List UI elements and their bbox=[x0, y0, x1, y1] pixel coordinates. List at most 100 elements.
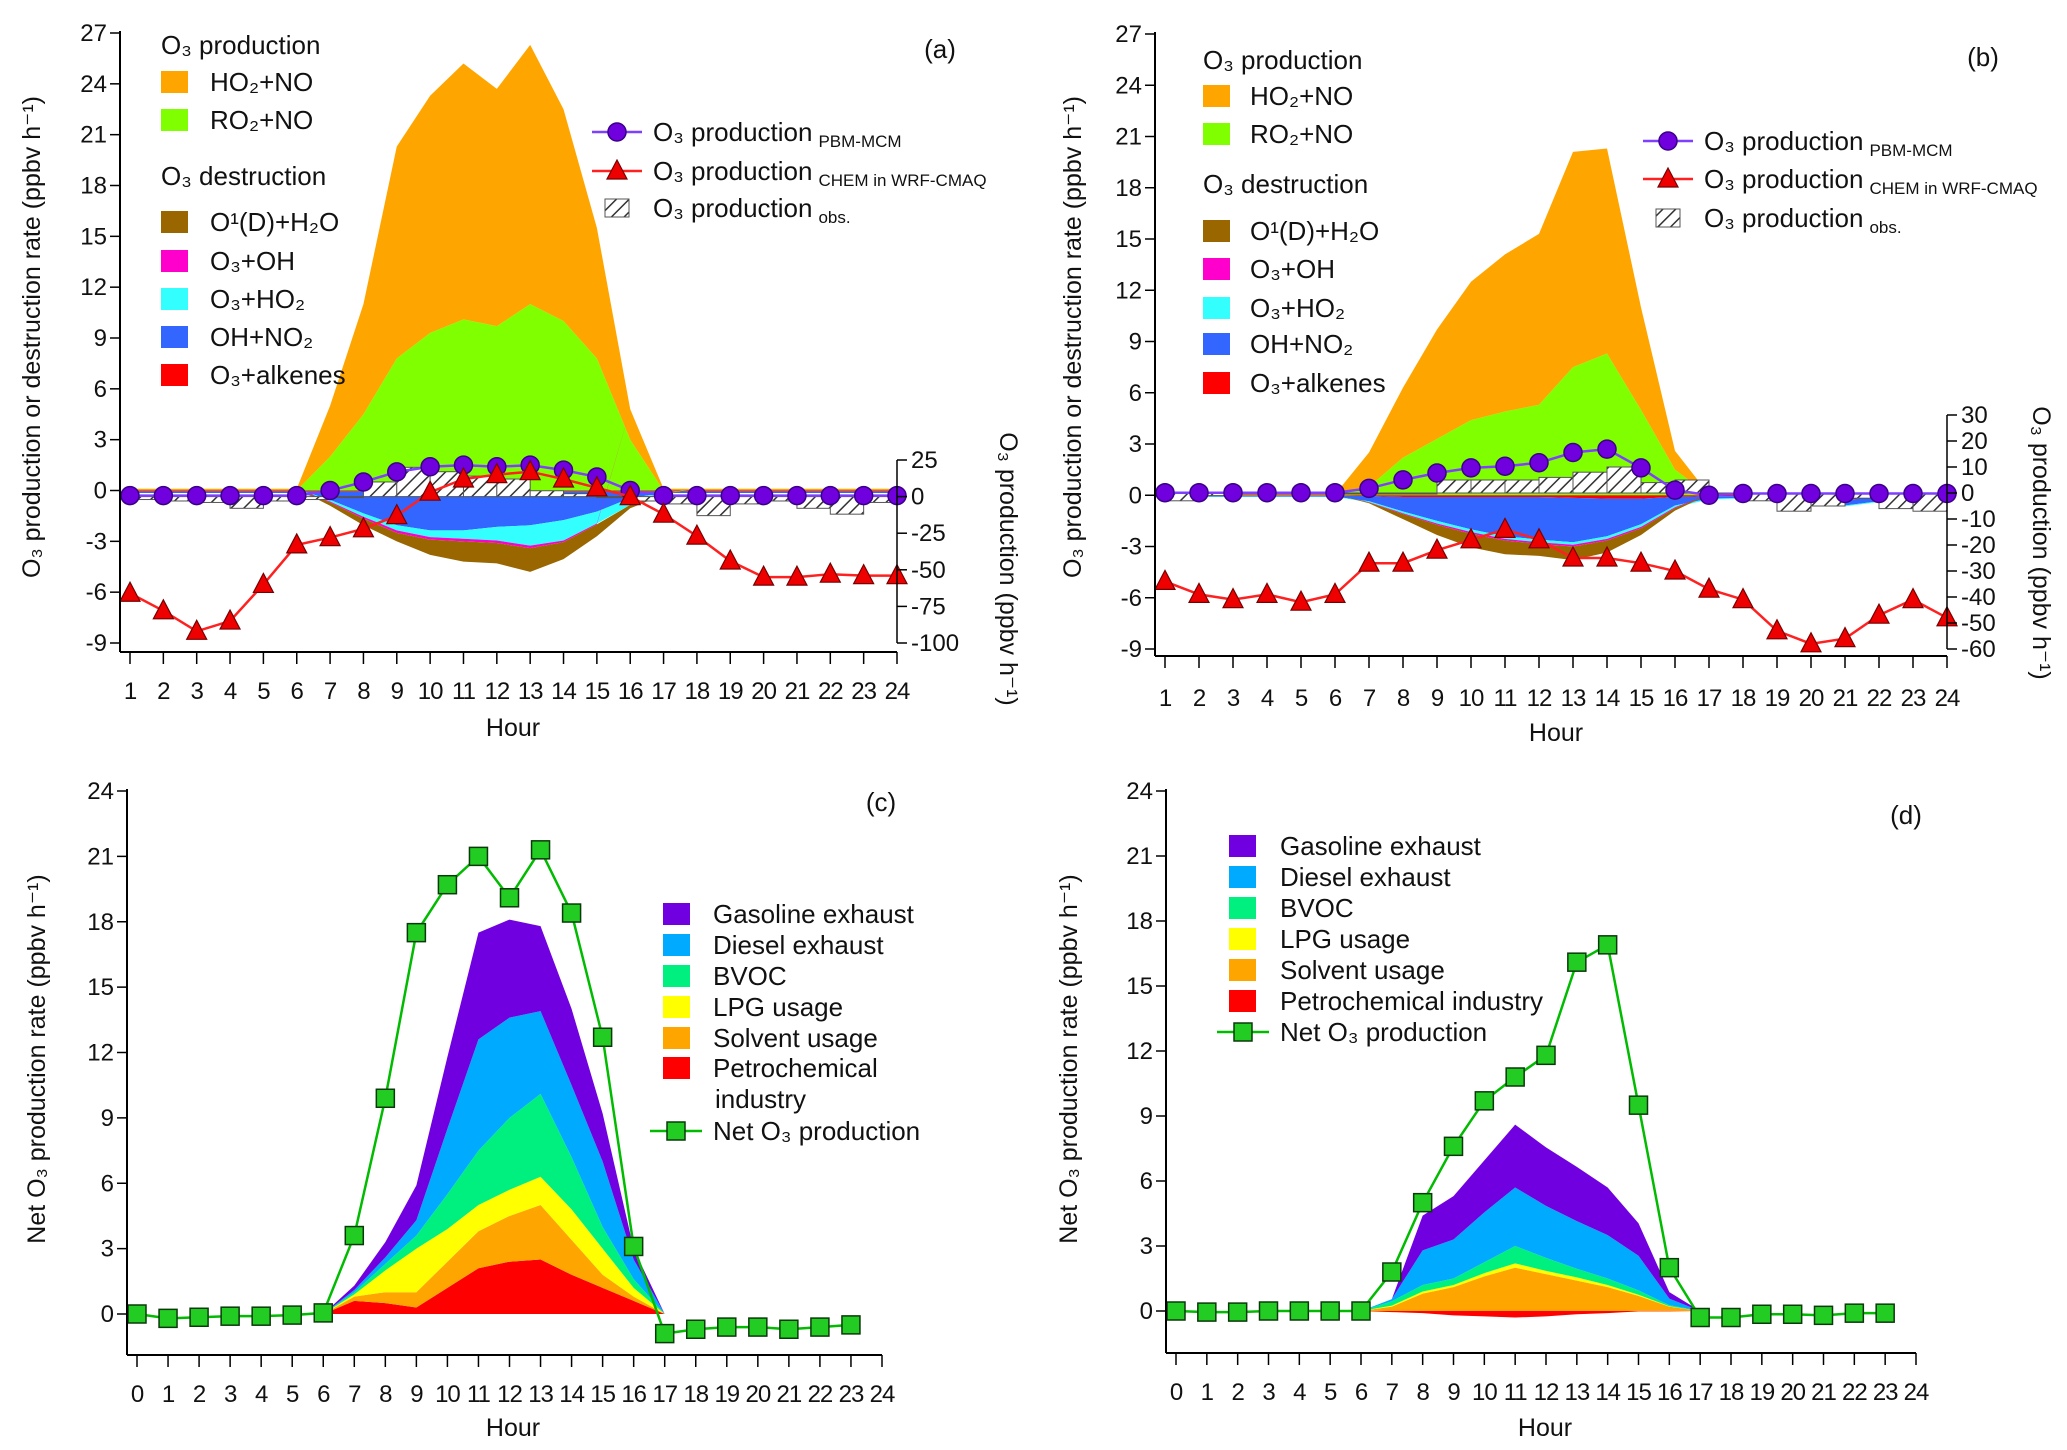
data-point bbox=[1495, 456, 1515, 476]
legend-label: O₃ production CHEM in WRF-CMAQ bbox=[653, 156, 987, 190]
data-point bbox=[1801, 483, 1821, 504]
data-point bbox=[127, 1304, 147, 1324]
y-tick-label: 21 bbox=[80, 122, 107, 149]
data-point bbox=[1197, 1302, 1217, 1322]
y2-tick-label: 30 bbox=[1961, 402, 1988, 429]
y-tick-label: 15 bbox=[1126, 973, 1153, 1000]
data-point bbox=[623, 1236, 644, 1257]
y2-tick-label: -10 bbox=[1961, 506, 1996, 533]
data-point bbox=[452, 466, 475, 488]
data-point bbox=[420, 457, 440, 477]
data-point bbox=[282, 1305, 302, 1325]
legend-label-subscript: obs. bbox=[1869, 218, 1901, 237]
x-tick-label: 10 bbox=[435, 1381, 460, 1408]
y2-tick-label: -100 bbox=[911, 630, 959, 657]
data-point bbox=[1426, 537, 1448, 559]
y-axis-title: O₃ production or destruction rate (ppbv … bbox=[1059, 96, 1087, 578]
data-point bbox=[1597, 935, 1618, 955]
area-gasoline-exhaust bbox=[1176, 1124, 1886, 1311]
legend-label: O¹(D)+H₂O bbox=[210, 207, 339, 237]
legend-label: O₃ production obs. bbox=[653, 193, 851, 227]
x-tick-label: 12 bbox=[497, 1381, 522, 1408]
area-ho-no bbox=[1165, 148, 1947, 496]
legend-label: O¹(D)+H₂O bbox=[1250, 216, 1379, 246]
x-tick-label: 8 bbox=[1397, 685, 1410, 712]
area-bvoc bbox=[137, 1093, 851, 1314]
data-point bbox=[387, 462, 407, 482]
y2-tick-label: -50 bbox=[1961, 610, 1996, 637]
legend-label-subscript: PBM-MCM bbox=[1869, 141, 1952, 160]
data-point bbox=[1690, 1307, 1710, 1328]
obs-bar bbox=[496, 478, 531, 498]
x-tick-label: 5 bbox=[1295, 685, 1308, 712]
data-point bbox=[819, 561, 842, 583]
panel-label: (a) bbox=[924, 34, 956, 64]
legend-label: HO₂+NO bbox=[1250, 81, 1353, 111]
data-point bbox=[158, 1308, 178, 1329]
y-tick-label: 24 bbox=[1126, 778, 1153, 805]
data-point bbox=[1351, 1301, 1371, 1321]
x-tick-label: 4 bbox=[1293, 1379, 1306, 1406]
x-tick-label: 6 bbox=[317, 1381, 330, 1408]
data-point bbox=[185, 618, 208, 640]
y-tick-label: 0 bbox=[101, 1301, 114, 1328]
data-point bbox=[779, 1319, 799, 1340]
x-tick-label: 19 bbox=[1749, 1379, 1774, 1406]
y-tick-label: 12 bbox=[1126, 1038, 1153, 1065]
legend-label-main: O₃ production bbox=[1704, 164, 1863, 194]
x-tick-label: 15 bbox=[1626, 1379, 1651, 1406]
y-tick-label: -9 bbox=[1121, 636, 1142, 663]
y-tick-label: 3 bbox=[1140, 1233, 1153, 1260]
y-tick-label: 24 bbox=[87, 778, 114, 805]
data-point bbox=[652, 501, 675, 523]
y-axis-title: Net O₃ production rate (ppbv h⁻¹) bbox=[23, 874, 51, 1243]
legend-production-title: O₃ production bbox=[161, 30, 320, 60]
data-point bbox=[120, 485, 140, 506]
area-solvent-usage bbox=[1176, 1267, 1886, 1311]
legend-swatch bbox=[1229, 928, 1256, 950]
x-tick-label: 20 bbox=[1799, 685, 1824, 712]
x-tick-label: 5 bbox=[257, 678, 270, 705]
x-tick-label: 13 bbox=[518, 678, 543, 705]
data-point bbox=[1427, 463, 1447, 483]
y-tick-label: -3 bbox=[1121, 534, 1142, 561]
x-tick-label: 12 bbox=[484, 678, 509, 705]
y2-tick-label: 0 bbox=[911, 484, 924, 511]
x-tick-label: 19 bbox=[718, 678, 743, 705]
x-tick-label: 17 bbox=[652, 1381, 677, 1408]
data-point bbox=[687, 485, 707, 506]
area-diesel-exhaust bbox=[1176, 1187, 1886, 1311]
x-tick-label: 23 bbox=[1873, 1379, 1898, 1406]
data-point bbox=[686, 1319, 706, 1340]
legend-label: Petrochemical industry bbox=[1280, 986, 1543, 1016]
y-tick-label: 3 bbox=[94, 427, 107, 454]
x-tick-label: 16 bbox=[618, 678, 643, 705]
area-o-d-h-o bbox=[130, 488, 897, 572]
data-point bbox=[406, 922, 427, 943]
x-tick-label: 2 bbox=[1231, 1379, 1244, 1406]
x-tick-label: 16 bbox=[621, 1381, 646, 1408]
data-point bbox=[519, 459, 542, 481]
data-point bbox=[1631, 458, 1651, 478]
area-petrochemical-industry bbox=[137, 1259, 851, 1314]
legend-label: O₃+HO₂ bbox=[1250, 293, 1345, 323]
legend-swatch bbox=[1203, 258, 1230, 280]
legend-swatch bbox=[161, 109, 188, 131]
y-tick-label: 3 bbox=[1129, 431, 1142, 458]
data-point bbox=[189, 1307, 209, 1328]
obs-bar bbox=[1538, 476, 1574, 494]
area-diesel-exhaust bbox=[137, 1011, 851, 1314]
data-point bbox=[1443, 1136, 1464, 1157]
legend-swatch bbox=[1203, 123, 1230, 145]
x-tick-label: 14 bbox=[559, 1381, 584, 1408]
x-axis-title: Hour bbox=[486, 1414, 540, 1442]
data-point bbox=[619, 484, 642, 506]
legend-label: industry bbox=[715, 1084, 806, 1114]
legend-swatch bbox=[1229, 835, 1256, 857]
data-point bbox=[1320, 1301, 1340, 1321]
data-point bbox=[1258, 1301, 1279, 1321]
area-petrochemical-industry bbox=[1176, 1311, 1886, 1318]
legend-swatch bbox=[663, 934, 690, 956]
